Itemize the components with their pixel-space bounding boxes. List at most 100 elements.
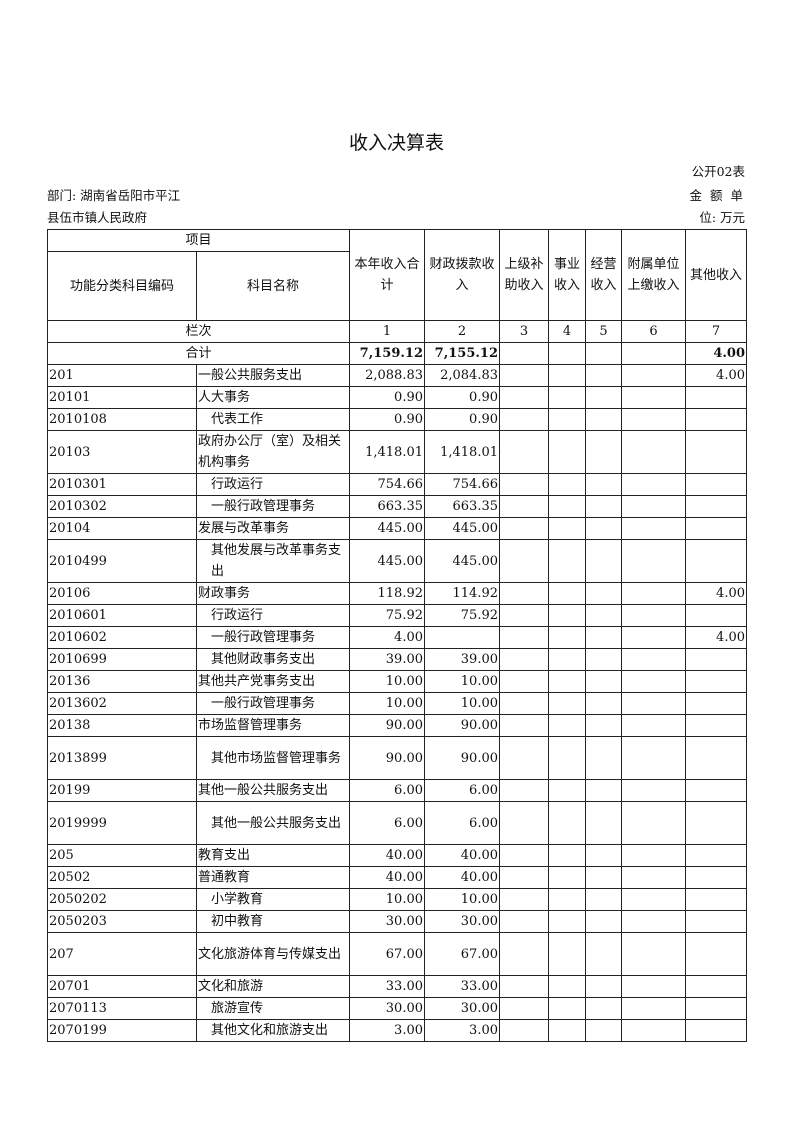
- row-value: [585, 1019, 622, 1042]
- table-row: 2050202 小学教育 10.00 10.00: [47, 888, 747, 911]
- row-value: 6.00: [349, 801, 425, 845]
- row-value: [621, 648, 686, 671]
- row-value: [685, 844, 747, 867]
- row-code: 20136: [47, 670, 197, 693]
- row-value: 39.00: [424, 648, 500, 671]
- row-value: [424, 626, 500, 649]
- department-line-1: 部门: 湖南省岳阳市平江: [47, 188, 181, 203]
- row-code: 20106: [47, 582, 197, 605]
- row-value: [685, 539, 747, 583]
- col-number: 6: [621, 320, 686, 343]
- row-value: 445.00: [349, 539, 425, 583]
- row-value: [685, 408, 747, 431]
- row-value: 10.00: [349, 692, 425, 715]
- row-value: [548, 408, 586, 431]
- total-value: 7,155.12: [424, 342, 500, 365]
- row-value: 75.92: [424, 604, 500, 627]
- row-value: [621, 473, 686, 496]
- row-value: [621, 1019, 686, 1042]
- row-code: 2070199: [47, 1019, 197, 1042]
- row-value: [548, 473, 586, 496]
- row-value: [548, 714, 586, 737]
- row-value: [685, 910, 747, 933]
- row-value: 30.00: [424, 997, 500, 1020]
- row-value: 445.00: [349, 517, 425, 540]
- table-row: 20103 政府办公厅（室）及相关机构事务 1,418.01 1,418.01: [47, 430, 747, 474]
- row-value: [548, 364, 586, 387]
- table-row: 2010301 行政运行 754.66 754.66: [47, 473, 747, 496]
- row-value: [499, 736, 549, 780]
- row-value: [548, 582, 586, 605]
- row-value: [621, 386, 686, 409]
- header-col-6: 附属单位上缴收入: [621, 229, 686, 321]
- row-value: [685, 517, 747, 540]
- row-value: 40.00: [424, 866, 500, 889]
- row-value: [685, 888, 747, 911]
- row-value: [585, 779, 622, 802]
- table-row: 205 教育支出 40.00 40.00: [47, 844, 747, 867]
- row-name: 发展与改革事务: [196, 517, 350, 540]
- row-value: 67.00: [424, 932, 500, 976]
- form-number: 公开02表: [691, 164, 745, 179]
- row-value: [499, 866, 549, 889]
- row-value: 3.00: [424, 1019, 500, 1042]
- table-row: 2019999 其他一般公共服务支出 6.00 6.00: [47, 801, 747, 845]
- row-code: 20138: [47, 714, 197, 737]
- row-name: 教育支出: [196, 844, 350, 867]
- table-row: 20502 普通教育 40.00 40.00: [47, 866, 747, 889]
- row-value: [585, 604, 622, 627]
- row-value: 754.66: [349, 473, 425, 496]
- row-value: [685, 430, 747, 474]
- row-value: 4.00: [349, 626, 425, 649]
- total-label: 合计: [47, 342, 350, 365]
- row-value: 2,088.83: [349, 364, 425, 387]
- row-code: 20502: [47, 866, 197, 889]
- row-value: [685, 997, 747, 1020]
- row-value: [548, 736, 586, 780]
- row-value: [621, 932, 686, 976]
- row-value: [499, 582, 549, 605]
- row-value: [499, 714, 549, 737]
- row-value: [585, 932, 622, 976]
- row-value: [621, 910, 686, 933]
- row-value: [499, 626, 549, 649]
- row-value: [621, 692, 686, 715]
- row-value: 6.00: [424, 801, 500, 845]
- row-value: [548, 975, 586, 998]
- row-value: [548, 866, 586, 889]
- table-row: 2010499 其他发展与改革事务支出 445.00 445.00: [47, 539, 747, 583]
- row-value: [585, 888, 622, 911]
- col-number: 7: [685, 320, 747, 343]
- row-value: [621, 495, 686, 518]
- row-value: [548, 430, 586, 474]
- col-number: 1: [349, 320, 425, 343]
- row-value: [548, 997, 586, 1020]
- table-row: 207 文化旅游体育与传媒支出 67.00 67.00: [47, 932, 747, 976]
- row-value: [548, 801, 586, 845]
- table-row: 20106 财政事务 118.92 114.92 4.00: [47, 582, 747, 605]
- row-value: 663.35: [424, 495, 500, 518]
- total-value: [548, 342, 586, 365]
- row-value: [685, 866, 747, 889]
- row-value: [685, 692, 747, 715]
- row-value: [685, 714, 747, 737]
- row-value: 0.90: [424, 408, 500, 431]
- row-value: [585, 714, 622, 737]
- row-value: [685, 932, 747, 976]
- row-value: 10.00: [349, 670, 425, 693]
- row-value: 3.00: [349, 1019, 425, 1042]
- row-value: [585, 517, 622, 540]
- row-value: [621, 364, 686, 387]
- header-item: 项目: [47, 229, 350, 252]
- row-value: [499, 670, 549, 693]
- row-value: [585, 692, 622, 715]
- row-value: 90.00: [349, 714, 425, 737]
- row-value: [499, 932, 549, 976]
- row-name: 市场监督管理事务: [196, 714, 350, 737]
- row-code: 20104: [47, 517, 197, 540]
- total-value: 7,159.12: [349, 342, 425, 365]
- row-code: 207: [47, 932, 197, 976]
- row-value: [499, 844, 549, 867]
- row-code: 2010602: [47, 626, 197, 649]
- row-value: [585, 430, 622, 474]
